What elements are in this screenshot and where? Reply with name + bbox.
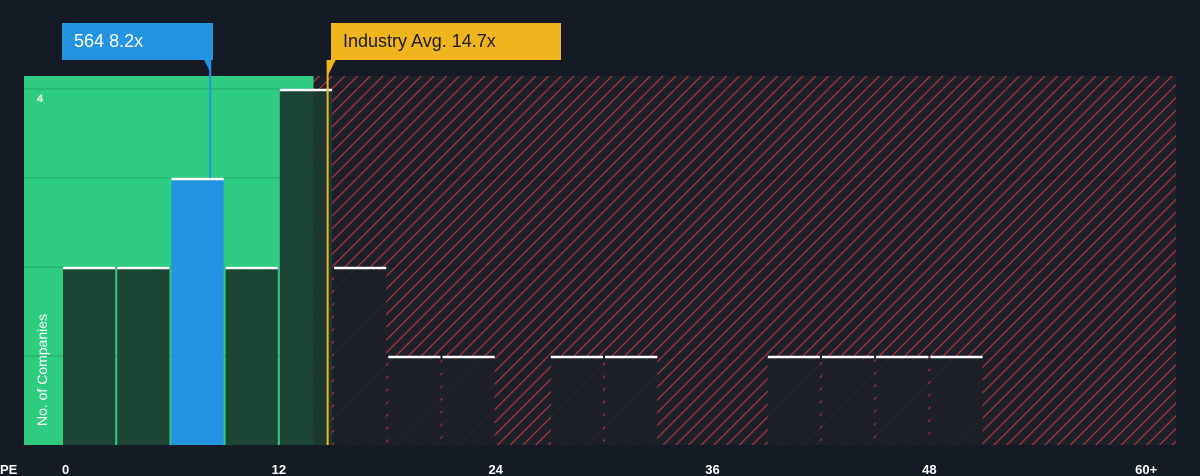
industry-callout-pointer	[327, 60, 336, 76]
company-callout-pointer	[204, 60, 212, 74]
histogram-bar	[605, 356, 658, 445]
x-tick-label: 12	[272, 462, 286, 476]
histogram-bar	[767, 356, 820, 445]
histogram-bar	[117, 267, 170, 445]
x-axis-label: PE	[0, 462, 18, 476]
histogram-bar	[876, 356, 929, 445]
histogram-bar	[279, 89, 333, 445]
company-pe-value: 8.2x	[109, 31, 144, 51]
histogram-bar	[63, 267, 116, 445]
histogram-bar	[225, 267, 278, 445]
histogram-bar	[388, 356, 441, 445]
x-tick-label: 24	[488, 462, 503, 476]
x-tick-label: 36	[705, 462, 719, 476]
industry-avg-callout: Industry Avg. 14.7x	[331, 23, 561, 60]
company-ticker: 564	[74, 31, 105, 51]
company-pe-callout: 564 8.2x	[62, 23, 213, 60]
x-tick-label: 0	[62, 462, 69, 476]
x-tick-label: 48	[922, 462, 936, 476]
histogram-bar	[930, 356, 983, 445]
y-axis-label: No. of Companies	[34, 313, 50, 427]
histogram-bar	[442, 356, 495, 445]
histogram-bar	[171, 178, 224, 445]
histogram-bar	[334, 267, 387, 445]
y-tick-label: 4	[37, 93, 44, 105]
histogram-bar	[550, 356, 604, 445]
x-tick-label: 60+	[1135, 462, 1157, 476]
histogram-bar	[821, 356, 875, 445]
